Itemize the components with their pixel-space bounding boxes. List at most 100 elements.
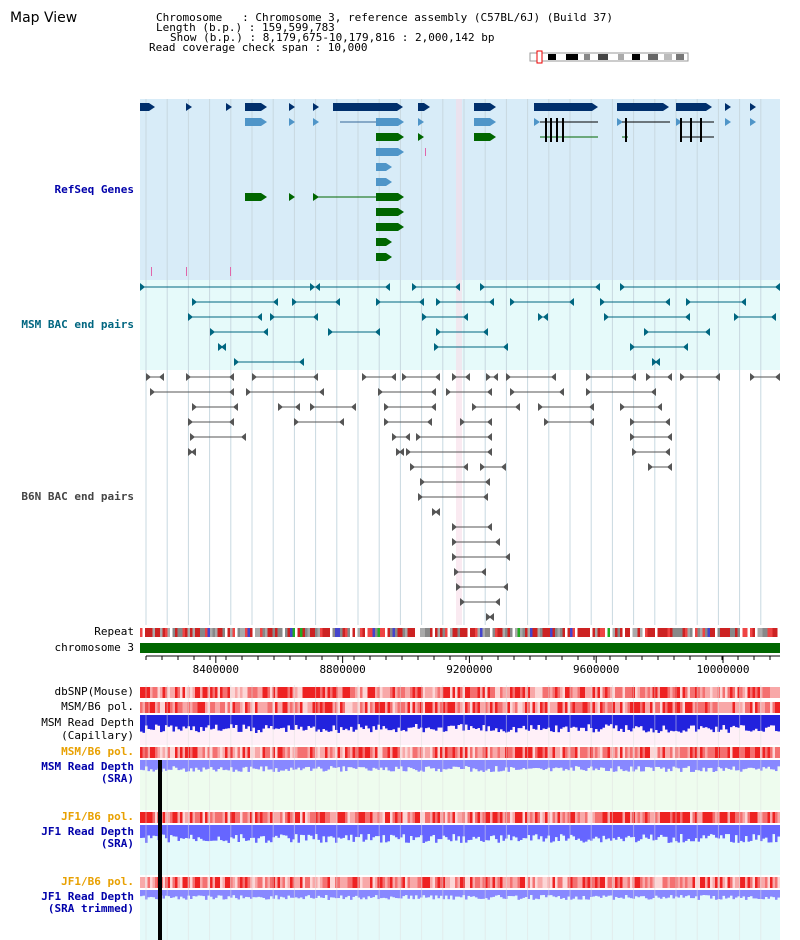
repeat-segment (760, 628, 763, 637)
track-label-refseq[interactable]: RefSeq Genes (54, 183, 134, 196)
dbsnp-density (227, 687, 230, 698)
dbsnp-density (467, 687, 470, 698)
msm-pol-density (407, 747, 410, 758)
msm-pol-density (290, 747, 293, 758)
msm-pol-density (257, 747, 260, 758)
jf1-trim-depth-bar (152, 890, 155, 898)
jf1-depth-bar (155, 825, 158, 837)
msm-sra-depth-bar (405, 760, 408, 772)
jf1-depth-bar (560, 825, 563, 835)
jf1-pol-density (445, 812, 448, 823)
jf1-depth-bar (610, 825, 613, 841)
msm-pol-density (597, 747, 600, 758)
repeat-segment (370, 628, 373, 637)
msm-pol-density (175, 747, 178, 758)
msm-depth-bar (565, 715, 568, 727)
repeat-segment (522, 628, 525, 637)
msm-pol-density (297, 747, 300, 758)
jf1-depth-bar (442, 825, 445, 836)
track-label-b6n-bac[interactable]: B6N BAC end pairs (21, 490, 134, 503)
msm-depth-bar (775, 715, 778, 732)
jf1-trim-depth-bar (362, 890, 365, 898)
track-label-msm-pol-1[interactable]: MSM/B6 pol. (61, 700, 134, 713)
track-label-jf1-pol-2[interactable]: JF1/B6 pol. (61, 875, 134, 888)
jf1-depth-bar (307, 825, 310, 835)
track-label-msm-depth-cap[interactable]: MSM Read Depth (41, 716, 134, 729)
bac-end (419, 298, 424, 306)
repeat-segment (515, 628, 518, 637)
msm-depth-bar (720, 715, 723, 730)
repeat-segment (455, 628, 458, 637)
jf1-trim-depth-bar (572, 890, 575, 899)
msm-sra-depth-bar (185, 760, 188, 772)
repeat-segment (712, 628, 715, 637)
repeat-segment (632, 628, 635, 637)
msm-pol-density (772, 747, 775, 758)
track-label-jf1-trim[interactable]: JF1 Read Depth (41, 890, 134, 903)
msm-sra-depth-bar (615, 760, 618, 772)
msm-pol-density (312, 702, 315, 713)
jf1-trim-depth-bar (770, 890, 773, 897)
track-label-dbsnp[interactable]: dbSNP(Mouse) (54, 685, 134, 698)
jf1-trim-depth-bar (240, 890, 243, 896)
msm-sra-depth-bar (625, 760, 628, 771)
msm-pol-density (387, 702, 390, 713)
msm-pol-density (692, 747, 695, 758)
msm-depth-bar (157, 715, 160, 726)
jf1-pol-density (175, 877, 178, 888)
dbsnp-density (682, 687, 685, 698)
msm-pol-density (737, 747, 740, 758)
msm-sra-depth-bar (562, 760, 565, 771)
jf1-depth-bar (680, 825, 683, 835)
track-label-msm-pol-2[interactable]: MSM/B6 pol. (61, 745, 134, 758)
jf1-depth-bar (682, 825, 685, 843)
msm-pol-density (325, 702, 328, 713)
track-label-msm-bac[interactable]: MSM BAC end pairs (21, 318, 134, 331)
jf1-pol-density (702, 877, 705, 888)
jf1-pol-density (482, 877, 485, 888)
track-label-msm-depth-sra[interactable]: MSM Read Depth (41, 760, 134, 773)
dbsnp-density (652, 687, 655, 698)
jf1-depth-bar (522, 825, 525, 839)
msm-depth-bar (310, 715, 313, 728)
repeat-segment (765, 628, 768, 637)
dbsnp-density (530, 687, 533, 698)
msm-sra-depth-bar (700, 760, 703, 772)
jf1-depth-bar (655, 825, 658, 840)
bac-end (655, 358, 660, 366)
jf1-pol-density (677, 877, 680, 888)
jf1-pol-density (402, 812, 405, 823)
msm-depth-bar (150, 715, 153, 730)
msm-pol-density (482, 747, 485, 758)
repeat-segment (717, 628, 720, 637)
msm-sra-depth-bar (517, 760, 520, 770)
msm-depth-bar (772, 715, 775, 726)
repeat-segment (167, 628, 170, 637)
msm-pol-density (427, 747, 430, 758)
jf1-trim-depth-bar (252, 890, 255, 898)
msm-pol-density (472, 747, 475, 758)
highlight-column (456, 99, 462, 625)
track-label-jf1-depth[interactable]: JF1 Read Depth (41, 825, 134, 838)
track-label-repeat[interactable]: Repeat (94, 625, 134, 638)
msm-pol-density (457, 702, 460, 713)
msm-pol-density (422, 702, 425, 713)
msm-pol-density (752, 747, 755, 758)
dbsnp-density (257, 687, 260, 698)
msm-depth-bar (242, 715, 245, 725)
track-label-jf1-pol-1[interactable]: JF1/B6 pol. (61, 810, 134, 823)
jf1-pol-density (290, 812, 293, 823)
repeat-segment (550, 628, 553, 637)
gene-arrow (750, 103, 756, 111)
gene-block (376, 133, 398, 141)
jf1-depth-bar (270, 825, 273, 843)
msm-depth-bar (642, 715, 645, 731)
jf1-pol-density (650, 812, 653, 823)
msm-depth-bar (182, 715, 185, 727)
msm-sra-depth-bar (500, 760, 503, 772)
jf1-pol-density (395, 877, 398, 888)
msm-sra-depth-bar (712, 760, 715, 772)
jf1-pol-density (355, 812, 358, 823)
track-label-chromosome[interactable]: chromosome 3 (54, 641, 134, 654)
